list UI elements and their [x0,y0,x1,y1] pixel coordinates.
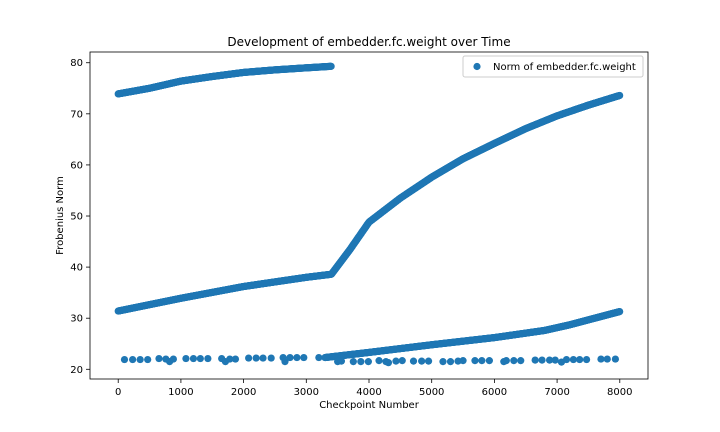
data-point [446,358,455,366]
data-point [281,358,289,366]
x-axis: 0 1000 2000 3000 4000 5000 6000 7000 8000 [115,379,633,398]
data-point [531,356,539,364]
data-point [169,355,177,363]
data-point [439,358,447,366]
data-point [349,358,357,366]
data-point [267,354,275,362]
data-point [129,355,137,364]
data-point [204,354,212,363]
data-point [471,357,479,365]
x-axis-label: Checkpoint Number [319,400,420,411]
data-point [384,359,393,367]
data-point [597,355,605,363]
y-tick-label: 50 [70,212,83,223]
data-point [611,355,620,363]
data-point [286,353,294,362]
data-point [398,357,406,365]
data-point [226,355,234,363]
data-point [551,356,559,364]
x-tick-label: 7000 [544,387,569,398]
x-tick-label: 6000 [482,387,507,398]
data-point [517,357,525,365]
data-point [155,354,163,363]
data-point [357,358,365,366]
data-point [364,358,372,366]
y-tick-label: 60 [70,160,83,171]
data-point [120,355,129,364]
x-tick-label: 1000 [168,387,193,398]
legend-box [462,55,644,78]
data-point [478,357,486,365]
data-point [569,355,577,364]
data-point [459,357,467,365]
data-point [616,307,624,316]
y-axis: 20 30 40 50 60 70 80 [70,58,90,376]
data-point [485,357,493,365]
data-point [510,357,518,365]
data-point [562,355,571,364]
data-point [144,355,152,364]
data-point [189,354,198,363]
data-point [582,355,591,364]
data-point [327,62,335,70]
data-point [409,357,418,365]
y-tick-label: 30 [70,314,83,325]
x-tick-label: 0 [115,387,121,398]
data-point [300,353,308,362]
data-point [375,357,383,365]
data-point [392,357,400,365]
data-point [538,356,546,364]
data-point [576,355,584,364]
y-tick-label: 20 [70,365,83,376]
data-point [259,354,267,362]
data-point [424,357,433,365]
data-point [196,354,204,363]
x-tick-label: 3000 [294,387,319,398]
x-tick-label: 4000 [356,387,381,398]
data-point [502,357,510,365]
x-tick-label: 8000 [607,387,632,398]
x-tick-label: 5000 [419,387,444,398]
legend-marker [473,62,481,71]
y-axis-label: Frobenius Norm [55,176,66,255]
legend: Norm of embedder.fc.weight [462,55,644,78]
data-point [136,355,144,364]
data-point [603,355,611,363]
data-points [114,62,624,367]
data-point [245,354,253,362]
data-point [293,353,301,362]
y-tick-label: 40 [70,263,83,274]
data-point [231,355,240,363]
data-point [337,357,346,365]
data-point [252,354,260,362]
data-point [321,353,329,362]
legend-label: Norm of embedder.fc.weight [493,62,636,73]
y-tick-label: 70 [70,109,83,120]
data-point [182,354,190,363]
chart-title: Development of embedder.fc.weight over T… [227,35,510,49]
y-tick-label: 80 [70,58,83,69]
data-point [616,91,624,100]
data-point [418,357,426,365]
data-point [315,353,323,362]
data-point [545,356,554,364]
x-tick-label: 2000 [231,387,256,398]
